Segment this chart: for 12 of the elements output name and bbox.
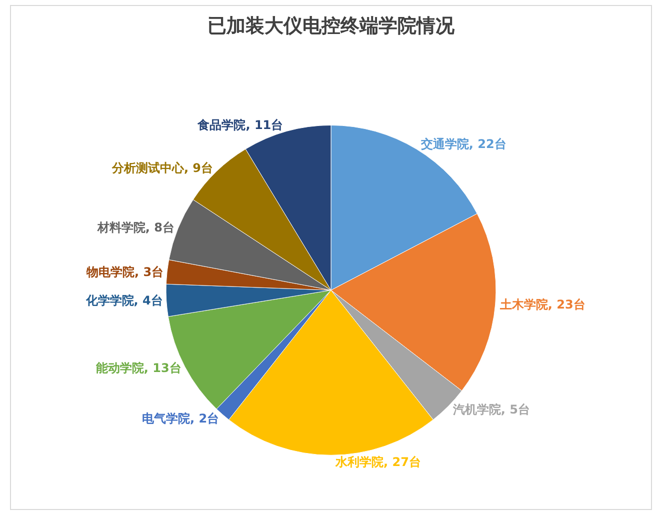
- slice-label: 能动学院, 13台: [96, 361, 182, 376]
- slice-label: 分析测试中心, 9台: [110, 160, 214, 175]
- slice-label: 化学学院, 4台: [84, 293, 163, 308]
- chart-title: 已加装大仪电控终端学院情况: [208, 14, 456, 37]
- slice-label: 交通学院, 22台: [420, 136, 506, 151]
- slice-label: 汽机学院, 5台: [452, 402, 530, 417]
- slice-label: 材料学院, 8台: [96, 220, 175, 234]
- slice-label: 食品学院, 11台: [196, 118, 284, 132]
- slice-label: 电气学院, 2台: [142, 411, 220, 426]
- slice-label: 水利学院, 27台: [334, 455, 421, 470]
- slice-label: 土木学院, 23台: [498, 298, 586, 312]
- slice-label: 物电学院, 3台: [85, 264, 164, 279]
